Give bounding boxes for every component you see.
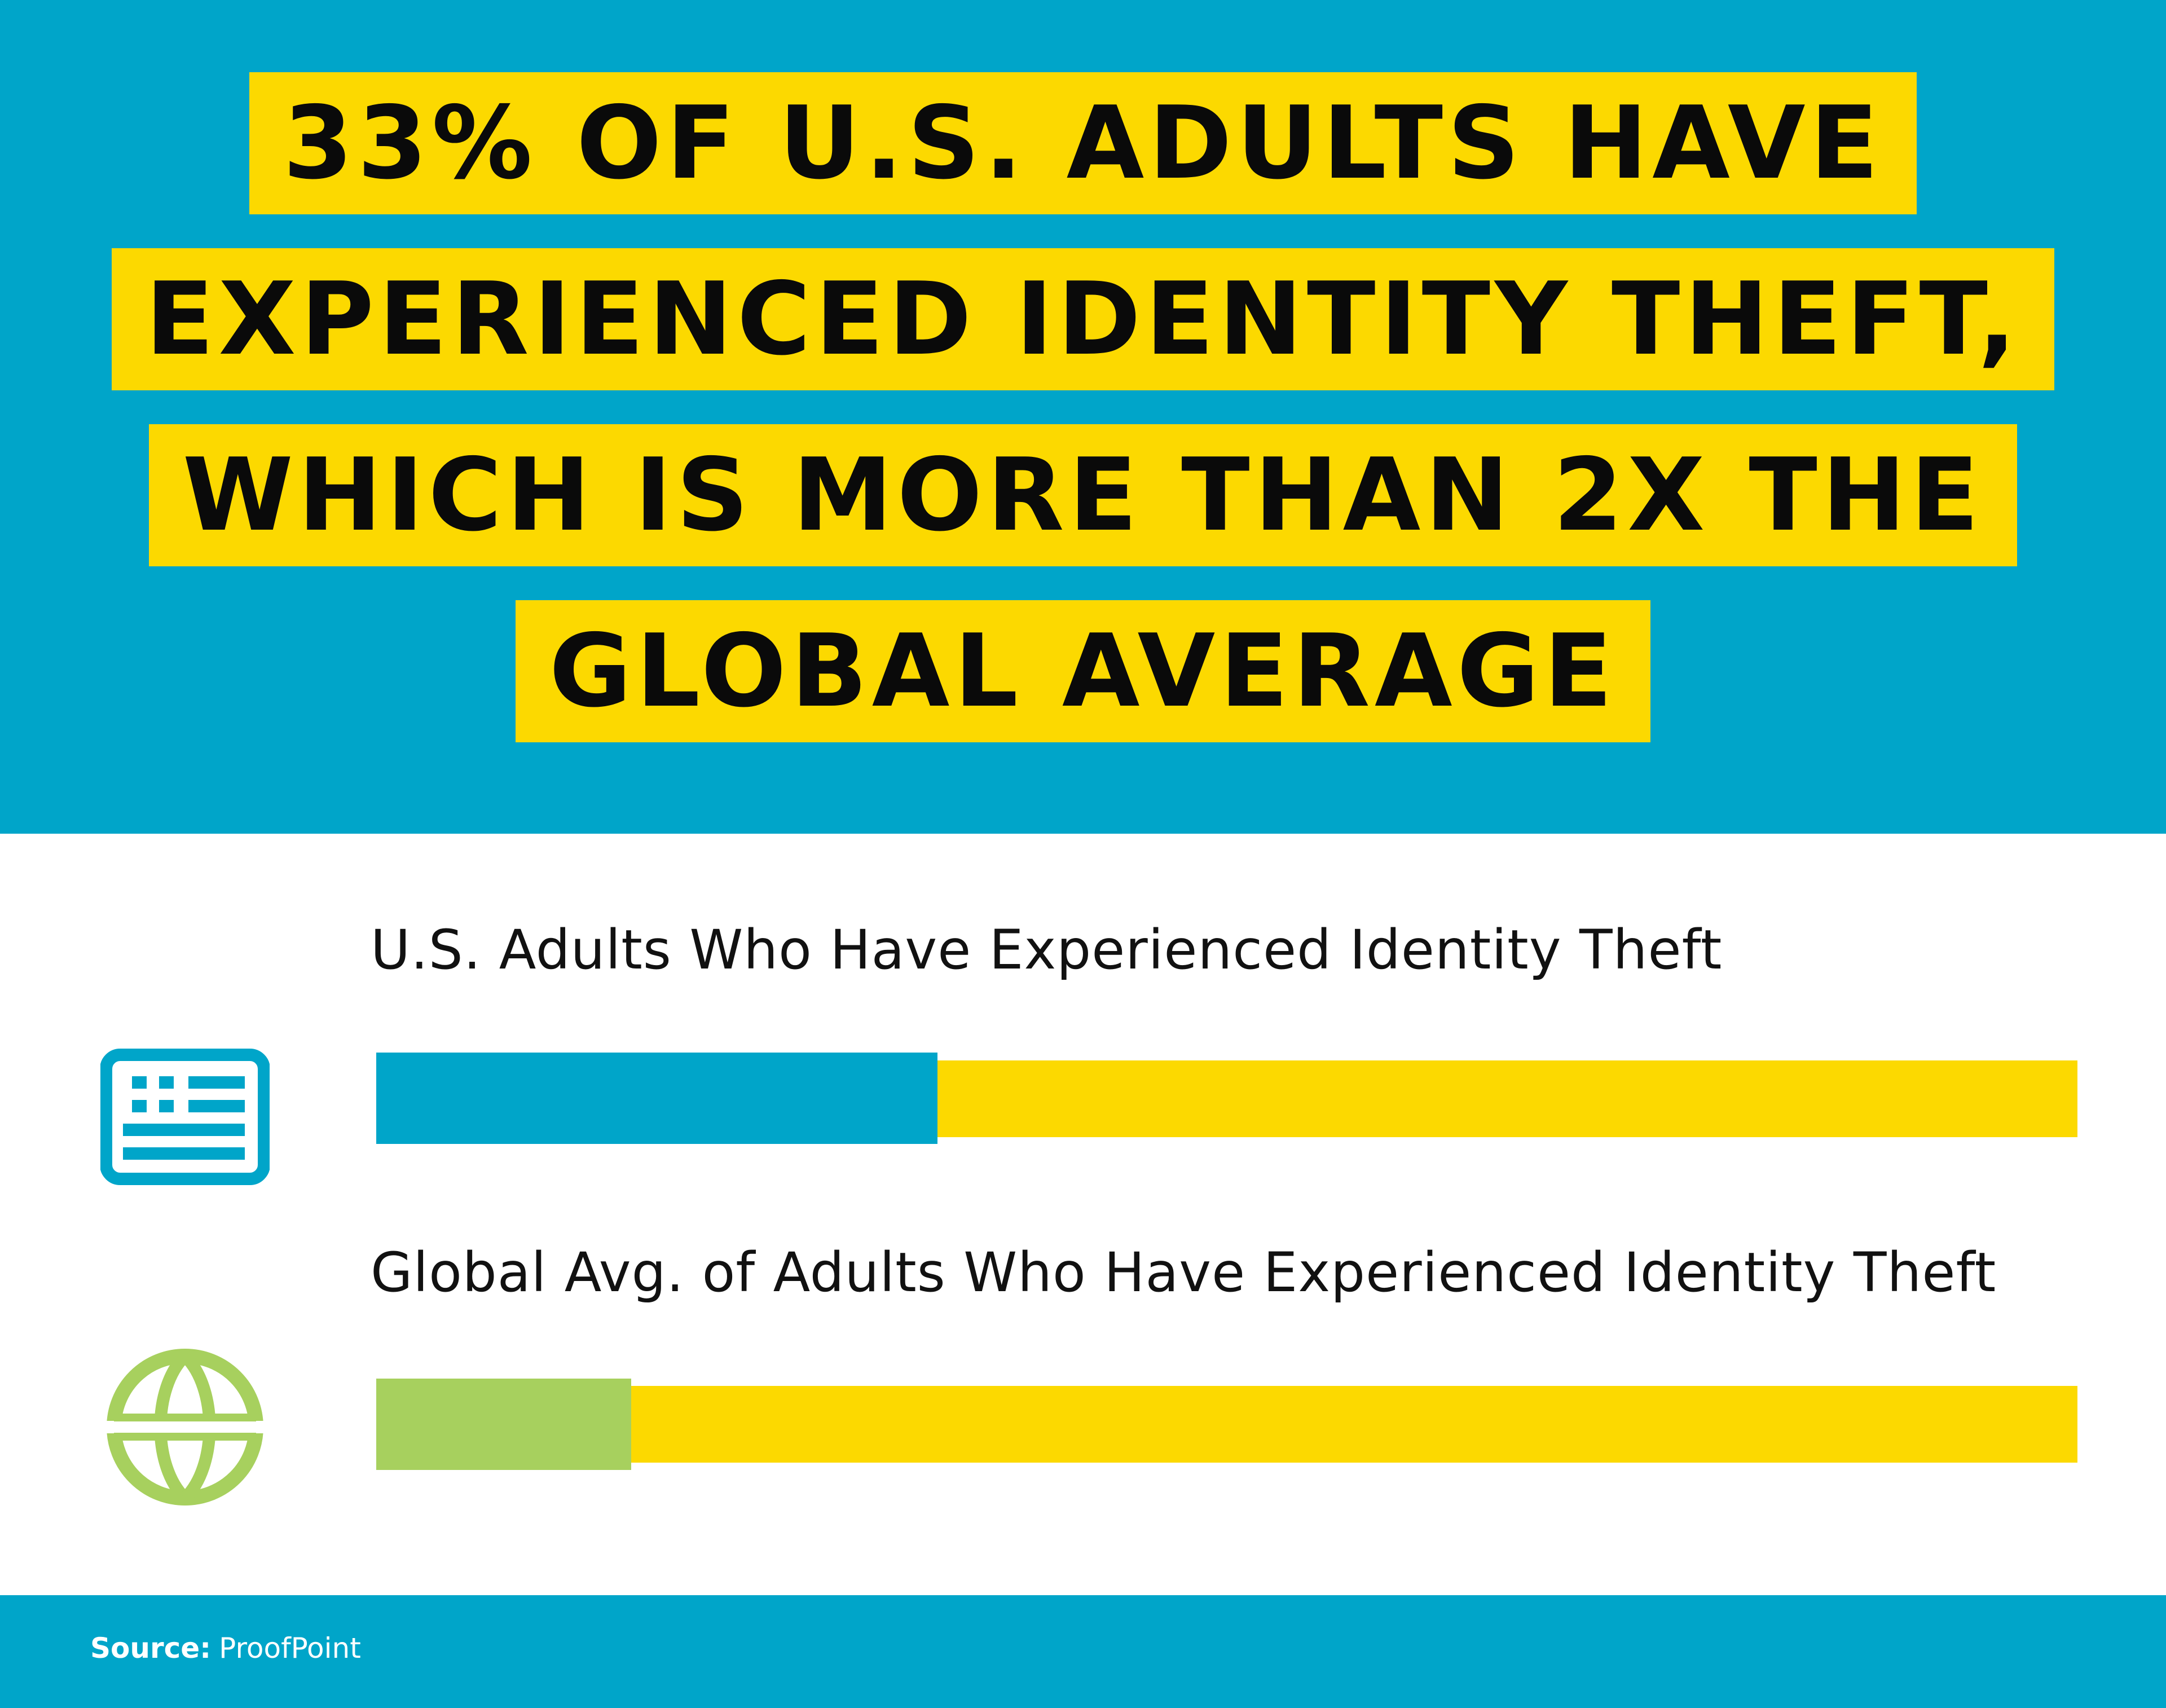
us-flag-icon — [100, 1049, 270, 1185]
source-value: ProofPoint — [219, 1632, 361, 1665]
bar-fill-global — [376, 1379, 631, 1470]
source-note: Source: ProofPoint — [90, 1632, 361, 1665]
headline: 33% of U.S. Adults Have Experienced Iden… — [0, 72, 2166, 776]
headline-line-4: Global Average — [515, 600, 1651, 742]
headline-line-1: 33% of U.S. Adults Have — [249, 72, 1917, 214]
bar-fill-us — [376, 1053, 937, 1144]
headline-line-2: Experienced Identity Theft, — [111, 248, 2055, 390]
footer-band — [0, 1595, 2166, 1708]
headline-line-3: Which Is More Than 2X the — [148, 424, 2018, 566]
source-label: Source: — [90, 1632, 212, 1665]
series-label-us: U.S. Adults Who Have Experienced Identit… — [371, 918, 1723, 981]
globe-icon — [100, 1349, 270, 1505]
bar-track-global — [376, 1386, 2077, 1463]
series-label-global: Global Avg. of Adults Who Have Experienc… — [371, 1241, 1997, 1304]
